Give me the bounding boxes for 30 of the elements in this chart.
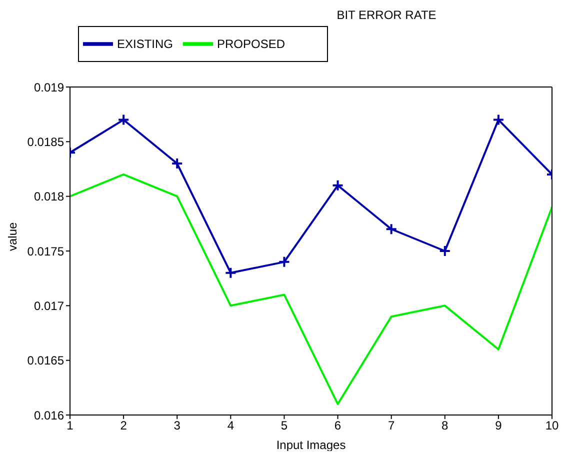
y-tick-label: 0.017	[34, 298, 64, 313]
point	[438, 245, 451, 257]
y-tick-label: 0.018	[34, 190, 64, 204]
y-tick-label: 0.0165	[27, 354, 64, 368]
point	[385, 223, 398, 236]
x-tick-label: 9	[495, 418, 502, 433]
y-tick-label: 0.0175	[27, 244, 64, 258]
y-axis-title: value	[5, 222, 20, 251]
x-tick-label: 4	[227, 418, 234, 433]
point	[224, 266, 237, 279]
point	[278, 256, 290, 268]
point	[332, 179, 344, 192]
y-tick-label: 0.016	[34, 408, 64, 422]
x-tick-label: 2	[120, 418, 128, 433]
x-tick-label: 5	[280, 418, 288, 433]
x-tick-label: 1	[66, 418, 74, 433]
y-tick-label: 0.019	[34, 80, 64, 94]
chart-title: BIT ERROR RATE	[336, 8, 438, 22]
x-tick-label: 3	[174, 418, 181, 433]
point	[492, 114, 504, 126]
point	[171, 158, 184, 170]
x-tick-label: 7	[388, 418, 395, 433]
legend-label: EXISTING	[117, 37, 174, 52]
x-tick-label: 6	[334, 418, 342, 433]
legend-label: PROPOSED	[217, 37, 286, 52]
line-series	[70, 173, 552, 406]
point	[118, 114, 130, 126]
x-tick-label: 8	[442, 418, 449, 433]
y-tick-label: 0.0185	[27, 134, 64, 149]
x-tick-label: 10	[545, 418, 559, 433]
